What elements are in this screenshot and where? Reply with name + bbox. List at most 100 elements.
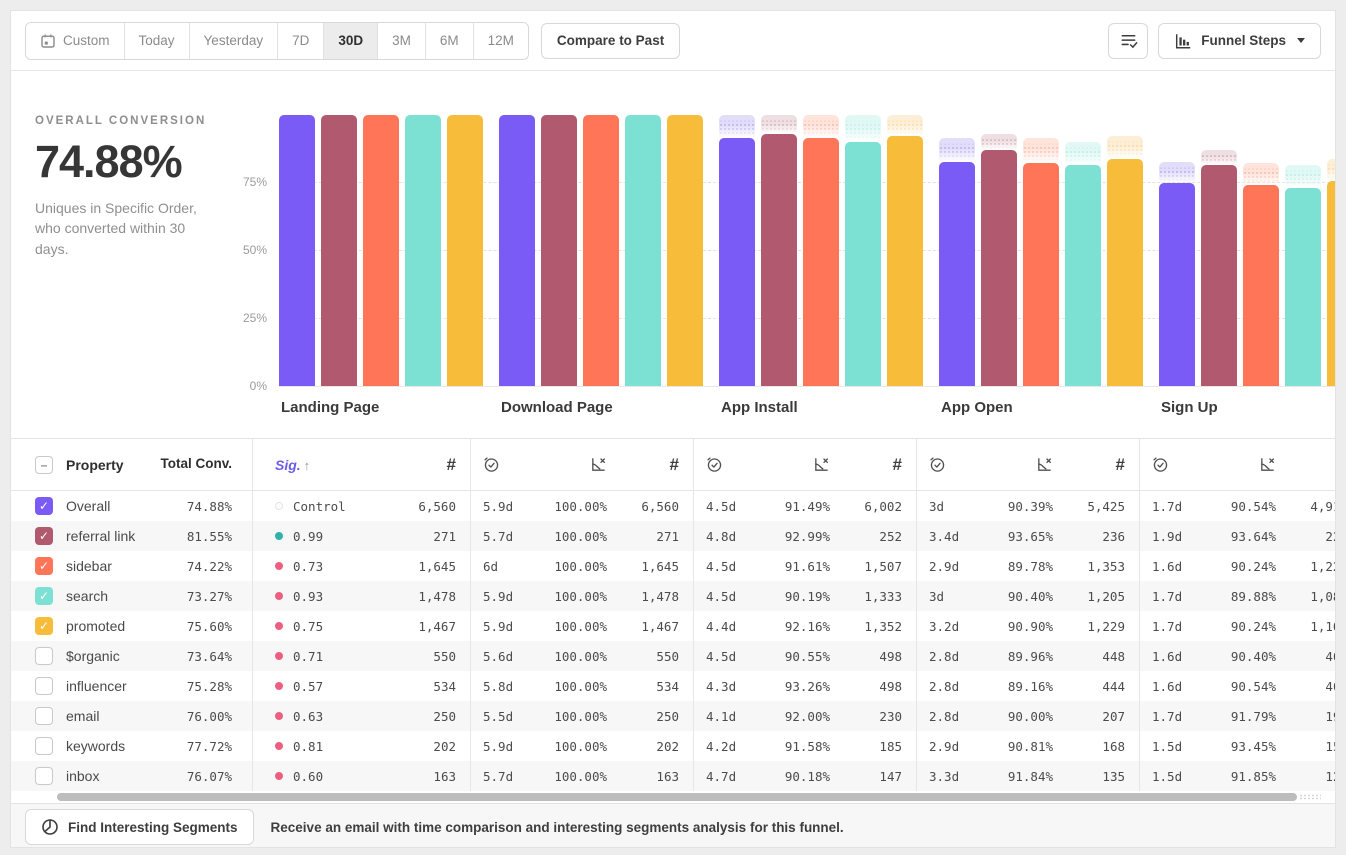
bar-referral-link-app-install[interactable] (761, 115, 797, 387)
bar-referral-link-sign-up[interactable] (1201, 115, 1237, 387)
step-cell: 5.9d 100.00% 1,478 (470, 581, 693, 611)
step-cell: 4.8d 92.99% 252 (693, 521, 916, 551)
avg-time-icon[interactable] (483, 456, 535, 473)
step-count: 1,353 (1087, 558, 1125, 574)
count-column-header[interactable]: # (1276, 455, 1335, 475)
bar-fill (1285, 187, 1321, 387)
bar-search-download-page[interactable] (625, 115, 661, 387)
step-cell: 1.5d 91.85% 124 (1139, 761, 1335, 791)
table-row--organic[interactable]: $organic 73.64% 0.71 550 5.6d 100.00% 550 4.5d 9… (11, 641, 1335, 671)
table-row-sidebar[interactable]: ✓ sidebar 74.22% 0.73 1,645 6d 100.00% 1,645 4.5… (11, 551, 1335, 581)
table-row-promoted[interactable]: ✓ promoted 75.60% 0.75 1,467 5.9d 100.00% 1,467… (11, 611, 1335, 641)
bar-promoted-download-page[interactable] (667, 115, 703, 387)
bar-promoted-app-install[interactable] (887, 115, 923, 387)
date-range-yesterday[interactable]: Yesterday (189, 22, 279, 59)
step-avg-time: 1.5d (1152, 768, 1183, 784)
horizontal-scrollbar-thumb[interactable] (57, 793, 1297, 801)
property-cell: ✓ referral link 81.55% (11, 521, 252, 551)
table-row-referral-link[interactable]: ✓ referral link 81.55% 0.99 271 5.7d 100.00% 27… (11, 521, 1335, 551)
table-row-influencer[interactable]: influencer 75.28% 0.57 534 5.8d 100.00% 534 4.3… (11, 671, 1335, 701)
table-row-overall[interactable]: ✓ Overall 74.88% Control 6,560 5.9d 100.00% 6,5… (11, 491, 1335, 521)
bar-sidebar-download-page[interactable] (583, 115, 619, 387)
count-column-header[interactable]: # (669, 454, 679, 474)
conversion-dropoff-chart-icon[interactable] (1204, 456, 1276, 473)
count-column-header[interactable]: # (1115, 454, 1125, 474)
y-axis-tick-label: 75% (242, 175, 267, 189)
row-checkbox[interactable] (35, 647, 53, 665)
avg-time-icon[interactable] (929, 456, 981, 473)
list-options-button[interactable] (1108, 22, 1149, 59)
bar-sidebar-app-open[interactable] (1023, 115, 1059, 387)
date-range-label: 12M (487, 33, 514, 48)
bar-overall-app-open[interactable] (939, 115, 975, 387)
row-checkbox[interactable]: ✓ (35, 557, 53, 575)
bar-promoted-app-open[interactable] (1107, 115, 1143, 387)
scrollbar-track-dots (1299, 794, 1321, 800)
step-conversion-rate: 100.00% (554, 588, 607, 604)
step-conversion-rate: 90.54% (1230, 498, 1276, 514)
find-interesting-segments-button[interactable]: Find Interesting Segments (25, 809, 254, 845)
total-conversion-value: 75.28% (186, 678, 232, 694)
bar-search-sign-up[interactable] (1285, 115, 1321, 387)
select-all-checkbox[interactable]: – (35, 455, 53, 474)
sig-sort-header[interactable]: Sig. ↑ (275, 457, 310, 473)
bar-promoted-sign-up[interactable] (1327, 115, 1335, 387)
bar-sidebar-sign-up[interactable] (1243, 115, 1279, 387)
footer-bar: Find Interesting Segments Receive an ema… (11, 803, 1335, 847)
date-range-12m[interactable]: 12M (473, 22, 528, 59)
row-checkbox[interactable]: ✓ (35, 617, 53, 635)
step-conversion-rate: 93.45% (1230, 738, 1276, 754)
step-conversion-rate: 100.00% (554, 498, 607, 514)
bar-referral-link-landing-page[interactable] (321, 115, 357, 387)
funnel-steps-dropdown[interactable]: Funnel Steps (1158, 22, 1321, 59)
table-row-email[interactable]: email 76.00% 0.63 250 5.5d 100.00% 250 4.1d 92.0… (11, 701, 1335, 731)
row-checkbox[interactable] (35, 677, 53, 695)
bar-sidebar-app-install[interactable] (803, 115, 839, 387)
bar-chart-icon (1174, 32, 1192, 50)
row-checkbox[interactable]: ✓ (35, 587, 53, 605)
step-count: 1,507 (864, 558, 902, 574)
date-range-30d[interactable]: 30D (324, 22, 379, 59)
row-checkbox[interactable] (35, 767, 53, 785)
conversion-dropoff-chart-icon[interactable] (758, 456, 830, 473)
conversion-dropoff-chart-icon[interactable] (981, 456, 1053, 473)
step-cell: 4.5d 91.61% 1,507 (693, 551, 916, 581)
bar-referral-link-app-open[interactable] (981, 115, 1017, 387)
bar-referral-link-download-page[interactable] (541, 115, 577, 387)
bar-overall-sign-up[interactable] (1159, 115, 1195, 387)
bar-search-app-open[interactable] (1065, 115, 1101, 387)
step-avg-time: 3.4d (929, 528, 960, 544)
bar-overall-landing-page[interactable] (279, 115, 315, 387)
conversion-dropoff-chart-icon[interactable] (535, 456, 607, 473)
bar-overall-app-install[interactable] (719, 115, 755, 387)
bar-sidebar-landing-page[interactable] (363, 115, 399, 387)
date-range-6m[interactable]: 6M (425, 22, 474, 59)
date-range-7d[interactable]: 7D (278, 22, 325, 59)
row-checkbox[interactable]: ✓ (35, 497, 53, 515)
count-column-header[interactable]: # (892, 454, 902, 474)
bar-overall-download-page[interactable] (499, 115, 535, 387)
bar-promoted-landing-page[interactable] (447, 115, 483, 387)
avg-time-icon[interactable] (706, 456, 758, 473)
compare-to-past-button[interactable]: Compare to Past (540, 22, 681, 59)
row-checkbox[interactable]: ✓ (35, 527, 53, 545)
bar-search-app-install[interactable] (845, 115, 881, 387)
avg-time-icon[interactable] (1152, 456, 1204, 473)
table-row-search[interactable]: ✓ search 73.27% 0.93 1,478 5.9d 100.00% 1,478 4.… (11, 581, 1335, 611)
table-row-inbox[interactable]: inbox 76.07% 0.60 163 5.7d 100.00% 163 4.7d 90.1… (11, 761, 1335, 791)
step-cell: 4.5d 90.19% 1,333 (693, 581, 916, 611)
step-cell: 2.9d 90.81% 168 (916, 731, 1139, 761)
row-checkbox[interactable] (35, 707, 53, 725)
date-range-today[interactable]: Today (124, 22, 190, 59)
landing-page-cell: 0.93 1,478 (252, 581, 470, 611)
count-column-header[interactable]: # (446, 454, 456, 474)
row-checkbox[interactable] (35, 737, 53, 755)
table-row-keywords[interactable]: keywords 77.72% 0.81 202 5.9d 100.00% 202 4.2d 9… (11, 731, 1335, 761)
step-cell: 3d 90.40% 1,205 (916, 581, 1139, 611)
significance-dot (275, 652, 283, 660)
date-range-custom[interactable]: Custom (26, 22, 125, 59)
bar-search-landing-page[interactable] (405, 115, 441, 387)
toolbar: Custom Today Yesterday 7D 30D 3M 6M 12M … (11, 11, 1335, 71)
step-conversion-rate: 91.79% (1230, 708, 1276, 724)
date-range-3m[interactable]: 3M (378, 22, 426, 59)
